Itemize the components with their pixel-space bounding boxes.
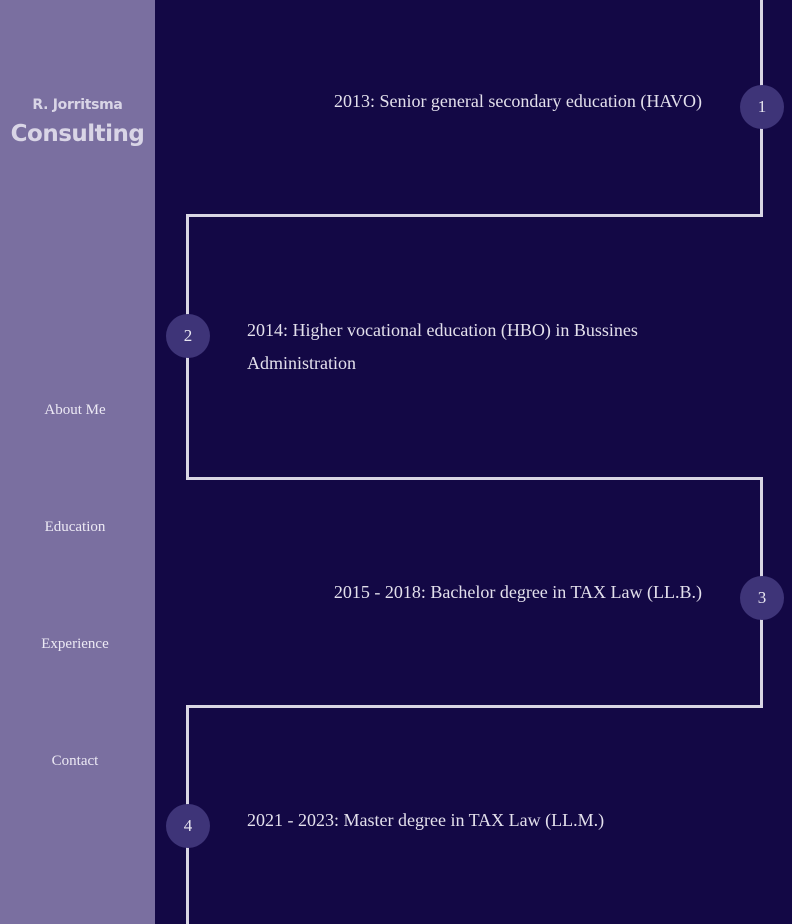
timeline-badge: 3 bbox=[740, 576, 784, 620]
timeline-entry-text: 2013: Senior general secondary education… bbox=[333, 91, 702, 111]
nav-experience[interactable]: Experience bbox=[41, 636, 109, 652]
sidebar: R. Jorritsma Consulting About Me Educati… bbox=[0, 0, 155, 924]
timeline-badge: 2 bbox=[166, 314, 210, 358]
brand-name-large: Consulting bbox=[10, 121, 145, 147]
timeline-connector bbox=[186, 477, 763, 480]
nav-contact[interactable]: Contact bbox=[51, 753, 99, 769]
timeline-entry-text: 2015 - 2018: Bachelor degree in TAX Law … bbox=[333, 582, 702, 602]
timeline-connector bbox=[186, 705, 763, 708]
timeline-entry-text: 2014: Higher vocational education (HBO) … bbox=[247, 320, 638, 373]
nav-about-me[interactable]: About Me bbox=[44, 402, 106, 418]
timeline-badge: 4 bbox=[166, 804, 210, 848]
timeline-entry-text: 2021 - 2023: Master degree in TAX Law (L… bbox=[247, 810, 605, 830]
timeline-connector bbox=[186, 214, 763, 217]
timeline-badge: 1 bbox=[740, 85, 784, 129]
brand-name-small: R. Jorritsma bbox=[32, 97, 123, 113]
nav-education[interactable]: Education bbox=[44, 519, 106, 535]
education-timeline: 1 2 3 4 2013: Senior general secondary e… bbox=[155, 0, 792, 924]
